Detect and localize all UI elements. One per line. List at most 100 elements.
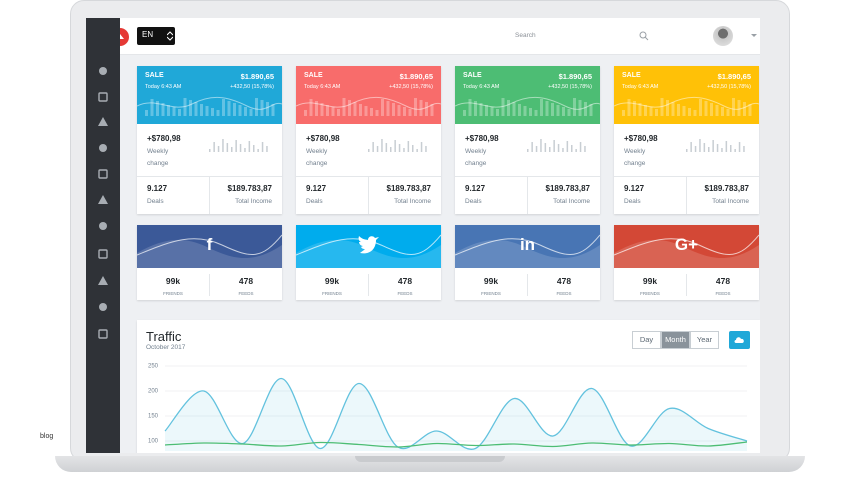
deco-bar <box>501 98 505 116</box>
header-sparkline <box>614 97 759 116</box>
deco-bar <box>370 108 373 116</box>
range-button[interactable]: Day <box>632 331 661 349</box>
y-tick-label: 150 <box>148 414 159 420</box>
deco-bar <box>394 140 396 152</box>
deco-bar <box>403 148 405 152</box>
select-caret <box>167 31 173 41</box>
sale-time: Today 6:43 AM <box>463 84 500 90</box>
deco-bar <box>376 146 379 152</box>
deco-bar <box>660 98 664 116</box>
sale-label: SALE <box>145 72 164 79</box>
deco-bar <box>732 98 735 116</box>
deco-bar <box>255 98 258 116</box>
deco-bar <box>584 146 586 152</box>
deco-wave <box>614 97 759 110</box>
cloud-icon <box>734 337 744 343</box>
social-card: f 99k FRIENDS 478 FEEDS <box>137 225 282 300</box>
deco-bar <box>573 98 576 116</box>
deco-bar <box>743 146 745 152</box>
deco-bar <box>266 146 268 152</box>
friends-value: 99k <box>324 276 340 286</box>
deco-bar <box>150 99 154 116</box>
deco-bar <box>507 100 510 116</box>
friends-label: FRIENDS <box>322 291 342 296</box>
avatar[interactable] <box>713 26 733 46</box>
deco-bar <box>226 143 229 152</box>
icon-shape <box>98 169 108 179</box>
deco-bar <box>407 141 410 152</box>
sale-amount: $1.890,65 <box>399 72 433 81</box>
deco-bar <box>235 140 237 152</box>
sidebar-icon[interactable] <box>98 221 108 231</box>
income-value: $189.783,87 <box>227 184 273 193</box>
sale-change: +432,50 (15,78%) <box>230 84 274 90</box>
deco-bar <box>390 147 392 152</box>
social-wave <box>614 234 759 268</box>
sidebar-icon[interactable] <box>98 92 108 102</box>
traffic-panel: Traffic October 2017 Day Month Year 250 200 150… <box>137 320 760 453</box>
sale-time: Today 6:43 AM <box>622 84 659 90</box>
weekly-label: Weekly change <box>465 148 487 167</box>
deco-bar <box>474 101 477 116</box>
income-value: $189.783,87 <box>386 184 432 193</box>
sidebar-icon[interactable] <box>98 143 108 153</box>
weekly-amount: +$780,98 <box>147 134 181 143</box>
sale-card-header: SALE $1.890,65 Today 6:43 AM +432,50 (15,78… <box>137 66 282 124</box>
icon-shape <box>98 195 108 204</box>
sale-label: SALE <box>463 72 482 79</box>
deco-bar <box>485 105 488 116</box>
deco-bar <box>227 101 231 116</box>
sidebar-icon[interactable] <box>98 66 108 76</box>
sale-change: +432,50 (15,78%) <box>707 84 751 90</box>
deco-bar <box>167 105 170 116</box>
feeds-value: 478 <box>238 276 254 286</box>
weekly-label: Weekly change <box>624 148 646 167</box>
y-tick-label: 100 <box>148 439 159 445</box>
sidebar-icon[interactable] <box>98 329 108 339</box>
deco-bar <box>304 110 307 116</box>
deco-bar <box>512 102 516 116</box>
range-button[interactable]: Year <box>690 331 719 349</box>
deco-bar <box>479 103 483 116</box>
deco-bar <box>716 144 719 152</box>
deco-bar <box>737 100 741 116</box>
deco-bar <box>545 101 549 116</box>
language-select[interactable]: EN <box>137 27 175 45</box>
deco-bar <box>534 110 538 116</box>
deco-bar <box>677 104 680 116</box>
weekly-amount: +$780,98 <box>306 134 340 143</box>
deco-bar <box>209 149 211 152</box>
deco-bar <box>392 103 395 116</box>
range-button[interactable]: Month <box>661 331 690 349</box>
sidebar-icon[interactable] <box>98 117 108 127</box>
friends-value: 99k <box>165 276 181 286</box>
deco-bar <box>398 144 401 152</box>
deco-bar <box>244 148 246 152</box>
sidebar-icon[interactable] <box>98 169 108 179</box>
deco-bar <box>386 101 390 116</box>
series-area <box>165 378 747 451</box>
social-icon: in <box>519 235 536 254</box>
deco-bar <box>531 142 533 152</box>
sidebar-icon[interactable] <box>98 249 108 259</box>
y-tick-label: 250 <box>148 364 159 370</box>
deals-label: Deals <box>465 198 482 205</box>
friends-label: FRIENDS <box>640 291 660 296</box>
sidebar-icon[interactable] <box>98 276 108 286</box>
header-sparkline <box>296 97 441 116</box>
deco-bar <box>557 144 560 152</box>
search-placeholder[interactable]: Search <box>515 32 536 39</box>
income-label: Total Income <box>553 198 590 205</box>
deco-bar <box>566 141 569 152</box>
deals-value: 9.127 <box>147 184 168 193</box>
deco-bar <box>348 100 351 116</box>
social-wave <box>137 234 282 268</box>
sidebar-icon[interactable] <box>98 302 108 312</box>
deco-bar <box>589 104 593 116</box>
sidebar-icon[interactable] <box>98 195 108 205</box>
social-header: in <box>455 225 600 268</box>
download-button[interactable] <box>729 331 750 349</box>
sale-card: SALE $1.890,65 Today 6:43 AM +432,50 (15,78… <box>455 66 600 214</box>
feeds-label: FEEDS <box>556 291 572 296</box>
